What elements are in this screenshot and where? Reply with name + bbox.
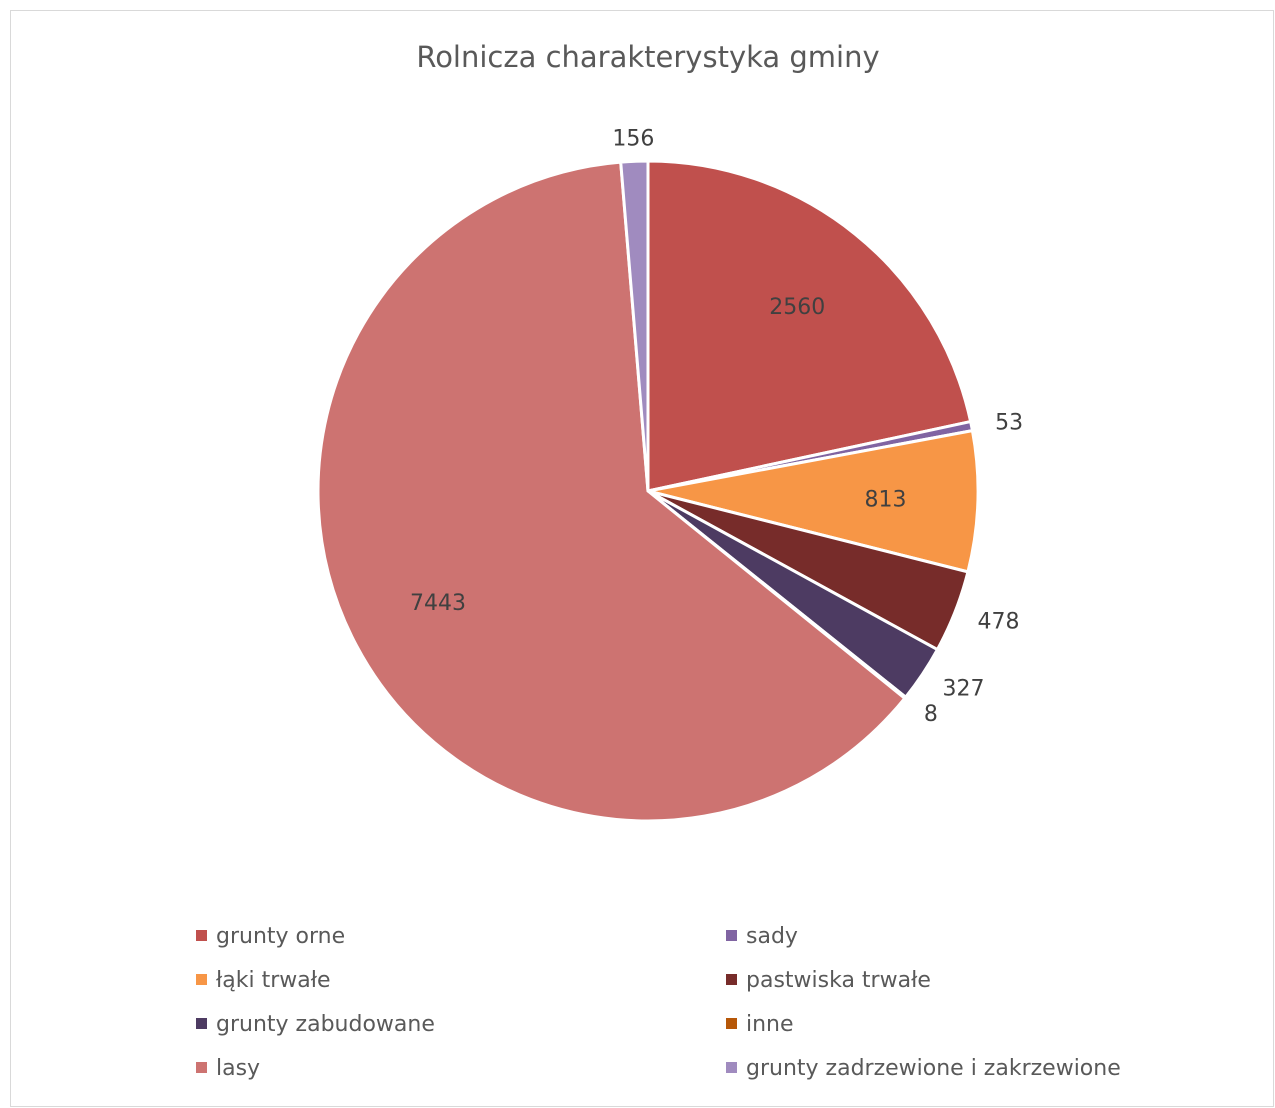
legend-label: łąki trwałe [216,968,331,993]
data-label-pastwiska-trwale: 478 [977,609,1019,634]
chart-title: Rolnicza charakterystyka gminy [416,40,879,74]
data-label-inne: 8 [924,702,938,727]
legend-item-lasy: lasy [196,1056,260,1081]
legend-swatch [196,1018,207,1029]
data-label-sady: 53 [995,410,1023,435]
pie-slice-grunty-orne [646,159,973,493]
legend-label: sady [746,924,798,949]
legend-item-grunty-zabudowane: grunty zabudowane [196,1012,435,1037]
legend-item-grunty-orne: grunty orne [196,924,345,949]
legend-label: lasy [216,1056,260,1081]
legend-swatch [726,1018,737,1029]
data-label-grunty-zadrzewione-i-zakrzewione: 156 [612,126,654,151]
legend: grunty orne sady łąki trwałe pastwiska trwa… [196,924,1121,1081]
legend-swatch [196,1062,207,1073]
legend-label: grunty zabudowane [216,1012,435,1037]
pie-slice-lasy [316,160,907,823]
legend-item-inne: inne [726,1012,794,1037]
legend-swatch [726,1062,737,1073]
data-label-lasy: 7443 [410,591,466,616]
legend-swatch [726,974,737,985]
legend-label: grunty zadrzewione i zakrzewione [746,1056,1121,1081]
data-label-grunty-zabudowane: 327 [943,676,985,701]
legend-item-grunty-zadrzewione-i-zakrzewione: grunty zadrzewione i zakrzewione [726,1056,1121,1081]
legend-label: grunty orne [216,924,345,949]
legend-label: inne [746,1012,794,1037]
legend-item-sady: sady [726,924,798,949]
legend-swatch [726,930,737,941]
pie-slice-grunty-zadrzewione-i-zakrzewione [619,159,650,493]
pie-slices [316,159,980,823]
legend-label: pastwiska trwałe [746,968,931,993]
legend-swatch [196,974,207,985]
legend-item-laki-trwale: łąki trwałe [196,968,331,993]
data-label-grunty-orne: 2560 [769,295,825,320]
pie-slice-laki-trwale [646,429,980,574]
legend-item-pastwiska-trwale: pastwiska trwałe [726,968,931,993]
legend-swatch [196,930,207,941]
data-label-laki-trwale: 813 [864,488,906,513]
